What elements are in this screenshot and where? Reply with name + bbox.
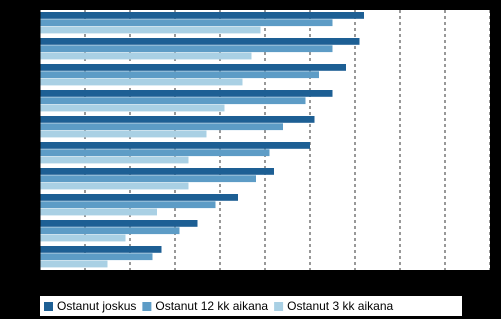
bar xyxy=(40,234,126,242)
x-tick-label: 60 xyxy=(303,274,317,288)
bar xyxy=(40,260,108,268)
bar xyxy=(40,19,333,27)
bar xyxy=(40,246,162,253)
legend-swatch xyxy=(274,302,284,311)
bar xyxy=(40,90,333,97)
x-tick-label: 80 xyxy=(393,274,407,288)
x-tick-label: 90 xyxy=(438,274,452,288)
bar xyxy=(40,104,225,112)
bar xyxy=(40,64,346,71)
bar xyxy=(40,142,310,149)
legend-label: Ostanut 12 kk aikana xyxy=(155,299,268,313)
bar xyxy=(40,78,243,86)
x-tick-label: 20 xyxy=(123,274,137,288)
bar xyxy=(40,52,252,60)
bar xyxy=(40,38,360,45)
legend-swatch xyxy=(44,302,53,311)
bar xyxy=(40,123,283,131)
x-tick-label: 30 xyxy=(168,274,182,288)
x-tick-label: 10 xyxy=(78,274,92,288)
x-tick-label: 70 xyxy=(348,274,362,288)
bar xyxy=(40,130,207,138)
bar xyxy=(40,71,319,79)
bar xyxy=(40,175,256,183)
legend-label: Ostanut joskus xyxy=(57,299,136,313)
bar xyxy=(40,149,270,157)
x-tick-label: 40 xyxy=(213,274,227,288)
x-tick-label: 0 xyxy=(37,274,44,288)
bar xyxy=(40,116,315,123)
legend-label: Ostanut 3 kk aikana xyxy=(287,299,393,313)
bar xyxy=(40,26,261,34)
bar xyxy=(40,156,189,164)
bar xyxy=(40,97,306,105)
x-tick-label: 100 xyxy=(480,274,500,288)
bar xyxy=(40,253,153,261)
bar xyxy=(40,220,198,227)
bar xyxy=(40,194,238,201)
bar xyxy=(40,12,364,19)
bar xyxy=(40,208,157,216)
x-tick-label: 50 xyxy=(258,274,272,288)
bar xyxy=(40,201,216,209)
bar xyxy=(40,227,180,235)
bar xyxy=(40,182,189,190)
legend-swatch xyxy=(142,302,152,311)
bar xyxy=(40,168,274,175)
bar xyxy=(40,45,333,53)
